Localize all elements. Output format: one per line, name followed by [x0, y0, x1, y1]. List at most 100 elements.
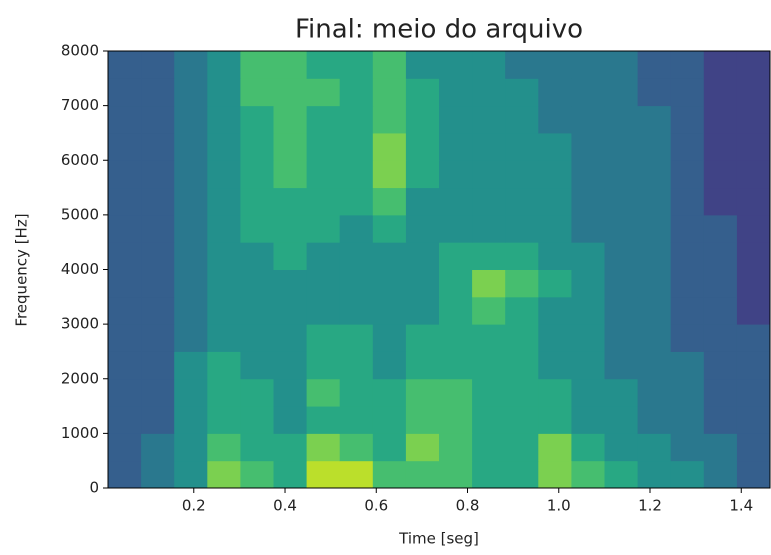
heatmap-cell [737, 270, 771, 298]
heatmap-cell [406, 324, 440, 352]
heatmap-cell [571, 351, 605, 379]
heatmap-cell [141, 133, 175, 161]
heatmap-cell [174, 160, 208, 188]
heatmap-cell [141, 461, 175, 489]
heatmap-cell [307, 160, 341, 188]
heatmap-cell [141, 215, 175, 243]
heatmap-cell [505, 133, 539, 161]
heatmap-cell [274, 160, 308, 188]
y-tick-label: 5000 [61, 205, 99, 223]
y-tick-label: 1000 [61, 424, 99, 442]
heatmap-cell [207, 215, 241, 243]
heatmap-cell [108, 406, 142, 434]
heatmap-cell [704, 133, 738, 161]
heatmap-cell [207, 78, 241, 106]
heatmap-cell [605, 160, 639, 188]
heatmap-cell [373, 215, 407, 243]
heatmap-cell [439, 51, 473, 79]
heatmap-cell [406, 297, 440, 325]
heatmap-cell [174, 351, 208, 379]
heatmap-cell [671, 433, 705, 461]
heatmap-cell [571, 78, 605, 106]
heatmap-cell [240, 270, 274, 298]
heatmap-cell [505, 160, 539, 188]
heatmap-cell [704, 106, 738, 134]
heatmap-cell [274, 106, 308, 134]
heatmap-cell [571, 242, 605, 270]
chart-title: Final: meio do arquivo [295, 15, 583, 45]
heatmap-cell [538, 270, 572, 298]
heatmap-cell [174, 379, 208, 407]
heatmap-cell [307, 433, 341, 461]
heatmap-cell [174, 433, 208, 461]
heatmap-cell [538, 51, 572, 79]
heatmap-cell [174, 461, 208, 489]
heatmap-cell [406, 351, 440, 379]
heatmap-cell [108, 297, 142, 325]
heatmap-cell [704, 461, 738, 489]
heatmap-cell [704, 78, 738, 106]
heatmap-cell [340, 106, 374, 134]
heatmap-cell [141, 433, 175, 461]
x-axis-label: Time [seg] [398, 530, 479, 548]
heatmap-cell [737, 215, 771, 243]
heatmap-cell [737, 51, 771, 79]
heatmap-cell [307, 379, 341, 407]
heatmap-cell [141, 242, 175, 270]
heatmap-cell [240, 324, 274, 352]
heatmap-cell [472, 324, 506, 352]
heatmap-cell [307, 215, 341, 243]
heatmap-cell [571, 406, 605, 434]
heatmap-cell [571, 461, 605, 489]
heatmap-cell [340, 433, 374, 461]
x-tick-label: 1.0 [547, 497, 571, 515]
heatmap-cell [274, 461, 308, 489]
heatmap-cell [505, 51, 539, 79]
heatmap-cell [571, 433, 605, 461]
y-tick-label: 7000 [61, 96, 99, 114]
heatmap-cell [108, 78, 142, 106]
y-axis-label: Frequency [Hz] [13, 213, 31, 326]
heatmap-cell [274, 406, 308, 434]
heatmap-cell [207, 160, 241, 188]
heatmap-cell [638, 160, 672, 188]
heatmap-cell [108, 242, 142, 270]
heatmap-cell [274, 133, 308, 161]
heatmap-cell [505, 270, 539, 298]
heatmap-cell [307, 106, 341, 134]
heatmap-cell [472, 297, 506, 325]
heatmap-cell [240, 379, 274, 407]
heatmap-cell [605, 379, 639, 407]
heatmap-cell [174, 242, 208, 270]
heatmap-cell [240, 78, 274, 106]
heatmap-cell [737, 324, 771, 352]
heatmap-cell [671, 188, 705, 216]
heatmap-cell [538, 324, 572, 352]
heatmap-cell [704, 270, 738, 298]
heatmap-cell [307, 324, 341, 352]
heatmap-cell [207, 433, 241, 461]
heatmap-cell [439, 297, 473, 325]
heatmap-cell [538, 461, 572, 489]
heatmap-cell [240, 160, 274, 188]
heatmap-cell [174, 215, 208, 243]
heatmap-cell [274, 351, 308, 379]
heatmap-cell [141, 78, 175, 106]
heatmap-cell [704, 160, 738, 188]
heatmap-cell [240, 242, 274, 270]
heatmap-cell [505, 351, 539, 379]
heatmap-cell [340, 78, 374, 106]
heatmap-cell [605, 215, 639, 243]
heatmap-cell [207, 270, 241, 298]
heatmap-cell [108, 188, 142, 216]
heatmap-cell [638, 78, 672, 106]
heatmap-cell [406, 406, 440, 434]
heatmap-cell [472, 188, 506, 216]
heatmap-cell [704, 351, 738, 379]
heatmap-cell [174, 270, 208, 298]
heatmap-cell [373, 160, 407, 188]
heatmap-cell [373, 133, 407, 161]
heatmap-cell [439, 461, 473, 489]
heatmap-cell [472, 270, 506, 298]
heatmap-cell [605, 297, 639, 325]
